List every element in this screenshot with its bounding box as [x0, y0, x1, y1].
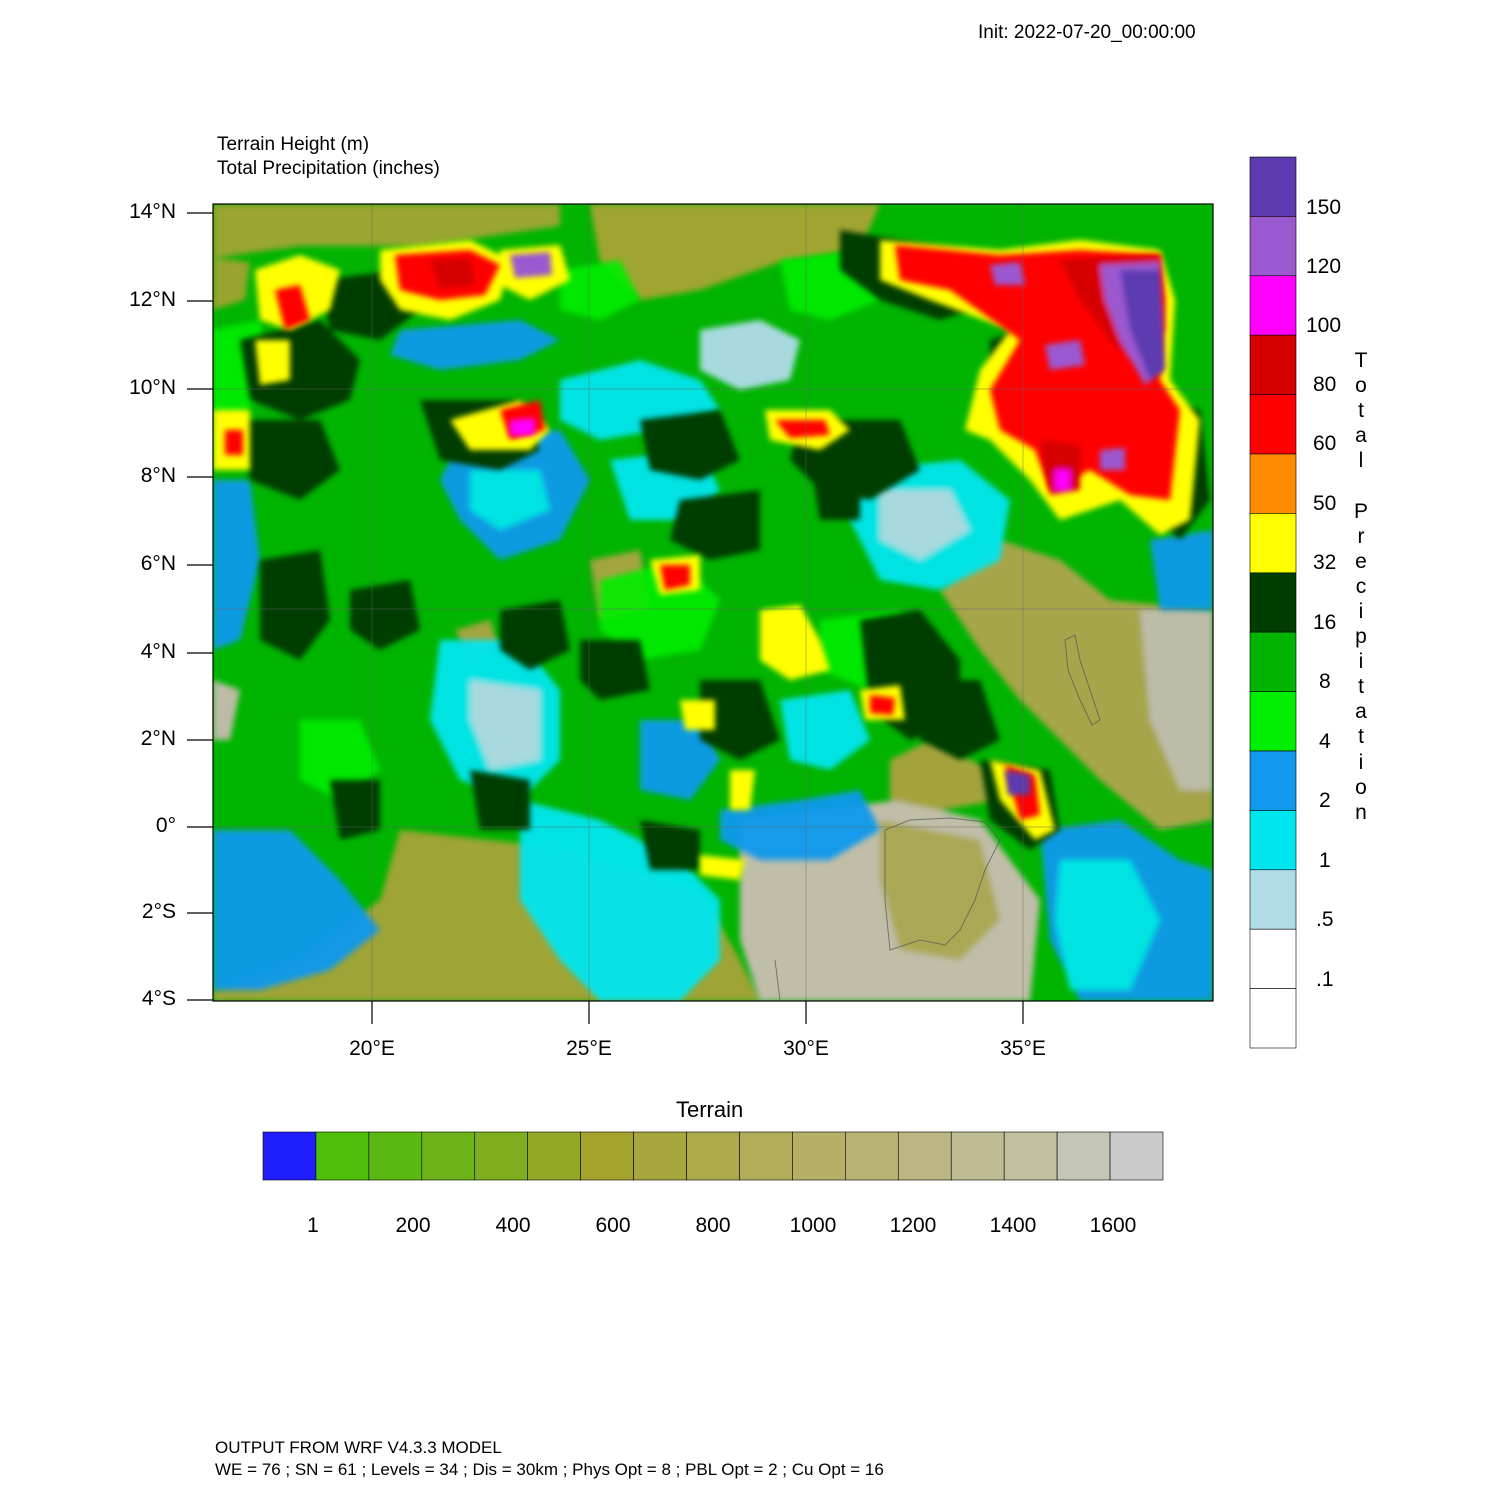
- precip-colorbar-box: [1249, 275, 1297, 336]
- terrain-colorbar-box: [633, 1131, 687, 1181]
- lon-label: 25°E: [566, 1037, 612, 1060]
- precip-colorbar-box: [1249, 631, 1297, 692]
- precip-colorbar-label: 100: [1306, 314, 1342, 337]
- precip-colorbar-box: [1249, 156, 1297, 217]
- terrain-colorbar: [262, 1131, 1164, 1181]
- precip-colorbar-label: 4: [1319, 730, 1331, 753]
- terrain-colorbar-label: 400: [495, 1214, 531, 1237]
- plot-frame: [212, 203, 1214, 1002]
- boundary-lines: [774, 634, 1101, 1001]
- precip-colorbar-label: 120: [1306, 255, 1342, 278]
- precip-colorbar-label: 1: [1319, 849, 1331, 872]
- lat-label: 0°: [155, 814, 176, 837]
- precip-colorbar-label: .5: [1316, 908, 1334, 931]
- terrain-colorbar-box: [1109, 1131, 1164, 1181]
- terrain-colorbar-box: [845, 1131, 899, 1181]
- precip-colorbar-label: 2: [1319, 789, 1331, 812]
- terrain-colorbar-label: 800: [695, 1214, 731, 1237]
- precip-colorbar-box: [1249, 453, 1297, 514]
- precip-colorbar-box: [1249, 750, 1297, 811]
- precip-colorbar-box: [1249, 216, 1297, 277]
- precip-colorbar-box: [1249, 394, 1297, 455]
- terrain-colorbar-box: [368, 1131, 423, 1181]
- lat-label: 4°N: [140, 640, 176, 663]
- graticule: [213, 204, 1213, 1001]
- precip-colorbar-box: [1249, 334, 1297, 395]
- lat-label: 4°S: [141, 987, 176, 1010]
- precipitation-colorbar: [1249, 156, 1297, 1049]
- terrain-colorbar-box: [1056, 1131, 1111, 1181]
- init-time-label: Init: 2022-07-20_00:00:00: [978, 22, 1196, 43]
- precip-colorbar-box: [1249, 869, 1297, 930]
- lon-label: 20°E: [349, 1037, 395, 1060]
- precip-colorbar-box: [1249, 810, 1297, 871]
- terrain-colorbar-label: 1600: [1089, 1214, 1137, 1237]
- terrain-colorbar-box: [474, 1131, 529, 1181]
- precip-colorbar-label: 32: [1313, 551, 1337, 574]
- title-total-precipitation: Total Precipitation (inches): [217, 158, 440, 179]
- terrain-colorbar-box: [1003, 1131, 1058, 1181]
- precip-colorbar-label: 60: [1313, 432, 1337, 455]
- precip-colorbar-box: [1249, 513, 1297, 574]
- terrain-colorbar-box: [527, 1131, 581, 1181]
- terrain-colorbar-label: 200: [395, 1214, 431, 1237]
- terrain-colorbar-box: [950, 1131, 1005, 1181]
- footer-config-line: WE = 76 ; SN = 61 ; Levels = 34 ; Dis = …: [215, 1460, 884, 1479]
- terrain-colorbar-title: Terrain: [676, 1097, 744, 1122]
- terrain-colorbar-box: [421, 1131, 476, 1181]
- footer-model-line: OUTPUT FROM WRF V4.3.3 MODEL: [215, 1438, 502, 1457]
- terrain-colorbar-box: [580, 1131, 634, 1181]
- lon-label: 35°E: [1000, 1037, 1046, 1060]
- terrain-colorbar-box: [686, 1131, 740, 1181]
- precip-colorbar-box: [1249, 988, 1297, 1049]
- terrain-colorbar-label: 1400: [989, 1214, 1037, 1237]
- precip-colorbar-box: [1249, 691, 1297, 752]
- terrain-colorbar-box: [897, 1131, 952, 1181]
- lat-label: 2°N: [140, 727, 176, 750]
- lat-label: 12°N: [129, 288, 176, 311]
- terrain-colorbar-label: 1: [307, 1214, 319, 1237]
- precip-core-zones: [430, 252, 1165, 795]
- precip-colorbar-label: 50: [1313, 492, 1337, 515]
- lon-ticks: [371, 1001, 1024, 1024]
- lat-ticks: [187, 212, 213, 1001]
- terrain-colorbar-label: 1000: [789, 1214, 837, 1237]
- precip-colorbar-label: 16: [1313, 611, 1337, 634]
- title-terrain-height: Terrain Height (m): [217, 134, 370, 155]
- precip-colorbar-label: 80: [1313, 373, 1337, 396]
- terrain-colorbar-label: 600: [595, 1214, 631, 1237]
- precip-colorbar-box: [1249, 928, 1297, 989]
- lon-label: 30°E: [783, 1037, 829, 1060]
- precip-colorbar-label: .1: [1316, 968, 1334, 991]
- lat-label: 8°N: [140, 464, 176, 487]
- terrain-colorbar-box: [792, 1131, 846, 1181]
- precip-colorbar-label: 150: [1306, 196, 1342, 219]
- precip-colorbar-box: [1249, 572, 1297, 633]
- terrain-colorbar-box: [739, 1131, 793, 1181]
- lat-label: 10°N: [129, 376, 176, 399]
- map-plot-area: [213, 204, 1213, 1001]
- lat-label: 2°S: [141, 900, 176, 923]
- terrain-colorbar-label: 1200: [889, 1214, 937, 1237]
- terrain-colorbar-box: [315, 1131, 370, 1181]
- lat-label: 14°N: [129, 200, 176, 223]
- precip-colorbar-label: 8: [1319, 670, 1331, 693]
- terrain-colorbar-box: [262, 1131, 317, 1181]
- lat-label: 6°N: [140, 552, 176, 575]
